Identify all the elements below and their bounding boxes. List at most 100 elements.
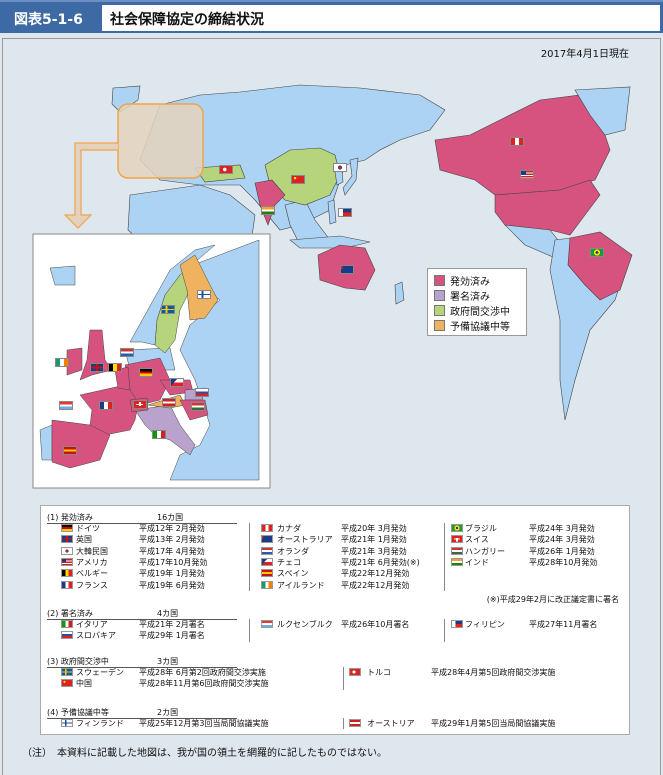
country-name: ハンガリー (465, 546, 505, 556)
flag-gb-icon (61, 535, 73, 544)
country-row: トルコ 平成28年4月第5回政府間交渉実施 (41, 667, 621, 678)
flag-fr-icon (61, 580, 73, 589)
flag-uk (90, 363, 104, 372)
legend-swatch (434, 275, 445, 286)
column-divider (444, 523, 445, 591)
europe-zoom-arrow (63, 142, 118, 229)
flag-in-icon (451, 557, 463, 566)
agreement-status-date: 平成28年10月発効 (529, 557, 598, 567)
country-row: ベルギー 平成19年 1月発効 (41, 568, 621, 579)
column-divider (444, 619, 445, 642)
figure-number: 図表5-1-6 (14, 12, 83, 28)
country-row: オーストラリア 平成21年 1月発効 (41, 534, 621, 545)
country-name: ベルギー (76, 569, 108, 579)
flag-turkey (219, 165, 233, 174)
flag-se-icon (61, 668, 73, 676)
legend-label: 予備協議中等 (450, 322, 510, 333)
flag-philippines (338, 208, 352, 217)
japan (342, 157, 359, 196)
country-row: フランス 平成19年 6月発効 (41, 580, 621, 591)
agreement-status-date: 平成28年4月第5回政府間交渉実施 (431, 668, 556, 677)
country-row: アメリカ 平成17年10月発効 (41, 557, 621, 568)
country-row: スウェーデン 平成28年 6月第2回政府間交渉実施 (41, 667, 621, 678)
agreement-status-date: 平成20年 3月発効 (341, 524, 407, 533)
agreement-status-date: 平成13年 2月発効 (139, 535, 205, 545)
flag-hungary (191, 402, 205, 411)
country-name: インド (465, 557, 489, 567)
flag-lu-icon (261, 620, 273, 628)
agreement-status-date: 平成19年 1月発効 (139, 569, 205, 579)
flag-china (291, 175, 305, 184)
figure-title: 社会保障協定の締結状況 (102, 5, 660, 31)
section-count: 4カ国 (157, 609, 179, 618)
flag-australia (340, 265, 354, 274)
country-name: スロバキア (76, 631, 116, 641)
new-zealand (394, 281, 405, 305)
flag-kr-icon (61, 546, 73, 555)
country-name: オーストリア (367, 719, 415, 728)
flag-india (261, 206, 275, 215)
brazil (567, 231, 633, 301)
column-divider (249, 619, 250, 642)
flag-de-icon (61, 524, 73, 532)
country-name: フィンランド (76, 719, 124, 728)
section-count: 16カ国 (157, 513, 184, 522)
uk (79, 329, 113, 381)
country-row: インド 平成28年10月発効 (41, 557, 621, 568)
flag-france (99, 401, 113, 410)
section-title: (1) 発効済み (47, 513, 93, 522)
country-row: オランダ 平成21年 3月発効 (41, 546, 621, 557)
legend-label: 署名済み (450, 292, 490, 303)
agreement-table: (※)平成29年2月に改正議定書に署名 (1) 発効済み 16カ国 ドイツ 平成12年… (40, 505, 630, 735)
country-row: オーストリア 平成29年1月第5回当局間協議実施 (41, 718, 621, 729)
country-name: フランス (76, 580, 108, 590)
flag-ch-icon (451, 535, 463, 544)
country-row: スイス 平成24年 3月発効 (41, 534, 621, 545)
country-name: アメリカ (76, 557, 108, 567)
legend-item: 予備協議中等 (434, 318, 520, 333)
country-name: アイルランド (277, 580, 325, 590)
country-row: 英国 平成13年 2月発効 (41, 534, 621, 545)
flag-us-icon (61, 557, 73, 566)
section-title: (4) 予備協議中等 (47, 708, 109, 717)
flag-hu-icon (451, 546, 463, 555)
flag-nl-icon (261, 546, 273, 555)
legend-item: 発効済み (434, 273, 520, 288)
section-heading: (2) 署名済み 4カ国 (47, 608, 237, 620)
country-name: 英国 (76, 535, 92, 545)
country-row: ルクセンブルク 平成26年10月署名 (41, 619, 621, 630)
country-name: スイス (465, 535, 489, 545)
agreement-status-date: 平成26年10月署名 (341, 620, 410, 629)
flag-belgium (108, 363, 122, 372)
flag-spain (63, 446, 77, 455)
country-name: スペイン (277, 569, 309, 579)
country-row: チェコ 平成21年 6月発効(※) (41, 557, 621, 568)
flag-slovakia (195, 388, 209, 397)
flag-au-icon (261, 535, 273, 544)
flag-at-icon (349, 719, 361, 727)
country-row: ブラジル 平成24年 3月発効 (41, 523, 621, 534)
flag-br-icon (451, 524, 463, 532)
europe-inset-map (30, 230, 280, 500)
agreement-status-date: 平成27年11月署名 (529, 620, 598, 629)
country-row: スロバキア 平成29年 1月署名 (41, 630, 621, 641)
flag-ca-icon (261, 524, 273, 532)
flag-sweden (161, 305, 175, 314)
agreement-status-date: 平成22年12月発効 (341, 569, 410, 579)
country-row: フィリピン 平成27年11月署名 (41, 619, 621, 630)
country-name: ドイツ (76, 524, 100, 533)
country-name: 大韓民国 (76, 546, 108, 556)
as-of-date: 2017年4月1日現在 (540, 49, 629, 60)
country-name: イタリア (76, 620, 108, 629)
flag-germany (139, 368, 153, 377)
india (254, 179, 286, 226)
country-name: 中国 (76, 679, 92, 689)
europe-highlight-box (117, 103, 204, 179)
legend-label: 発効済み (450, 277, 490, 288)
flag-switzerland (133, 400, 147, 409)
usa (494, 179, 601, 236)
footnote: (※)平成29年2月に改正議定書に署名 (486, 595, 619, 604)
legend-item: 署名済み (434, 288, 520, 303)
flag-fi-icon (61, 719, 73, 727)
flag-austria (162, 398, 176, 407)
